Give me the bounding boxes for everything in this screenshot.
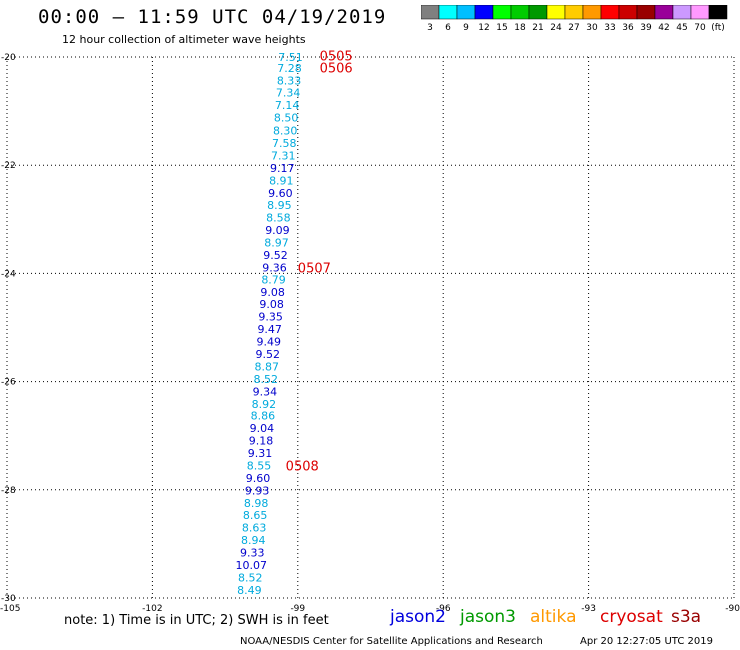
color-scale-label: 21 <box>532 23 543 33</box>
swh-data-point: 9.49 <box>256 336 281 349</box>
y-tick-label: -28 <box>1 486 16 496</box>
color-scale-label: 33 <box>604 23 615 33</box>
swh-data-point: 8.87 <box>255 360 280 373</box>
pass-time-label: 0505 <box>320 49 353 64</box>
swh-data-point: 9.04 <box>250 422 275 435</box>
swh-data-point: 9.60 <box>268 187 293 200</box>
swh-data-point: 9.52 <box>263 249 288 262</box>
satellite-legend-altika: altika <box>530 607 577 627</box>
x-tick-label: -90 <box>725 604 740 614</box>
swh-data-point: 7.51 <box>278 51 303 64</box>
swh-data-point: 9.36 <box>262 261 287 274</box>
swh-data-point: 8.55 <box>247 459 272 472</box>
swh-data-point: 8.79 <box>261 273 286 286</box>
color-scale-label: 39 <box>640 23 652 33</box>
swh-data-point: 8.30 <box>273 125 298 138</box>
swh-data-point: 9.47 <box>257 323 282 336</box>
color-scale-label: 36 <box>622 23 634 33</box>
swh-data-point: 9.17 <box>270 162 295 175</box>
swh-data-point: 8.63 <box>242 522 267 535</box>
color-scale-label: 45 <box>676 23 687 33</box>
swh-data-point: 8.52 <box>238 571 263 584</box>
color-scale-label: 70 <box>694 23 706 33</box>
pass-time-label: 0506 <box>320 61 353 76</box>
color-scale-label: (ft) <box>711 23 725 33</box>
color-scale-label: 9 <box>463 23 469 33</box>
satellite-legend-jason2: jason2 <box>390 607 446 627</box>
y-tick-label: -22 <box>1 161 16 171</box>
swh-data-point: 8.58 <box>266 212 291 225</box>
swh-data-point: 9.08 <box>260 286 285 299</box>
color-scale-label: 18 <box>514 23 526 33</box>
swh-data-point: 9.52 <box>256 348 281 361</box>
swh-data-point: 9.33 <box>240 547 265 560</box>
chart-title: 00:00 – 11:59 UTC 04/19/2019 <box>38 6 387 28</box>
swh-data-point: 9.09 <box>265 224 290 237</box>
y-tick-label: -26 <box>1 378 16 388</box>
swh-data-point: 7.58 <box>272 137 297 150</box>
swh-data-point: 7.14 <box>275 99 300 112</box>
swh-data-point: 8.52 <box>254 373 279 386</box>
pass-time-label: 0508 <box>286 459 319 474</box>
swh-data-point: 8.94 <box>241 534 266 547</box>
y-tick-label: -24 <box>1 269 16 279</box>
swh-data-point: 9.18 <box>249 435 274 448</box>
swh-data-point: 8.86 <box>251 410 276 423</box>
swh-data-point: 9.93 <box>245 484 270 497</box>
swh-data-point: 9.08 <box>259 298 284 311</box>
swh-data-point: 10.07 <box>236 559 268 572</box>
satellite-legend-s3a: s3a <box>671 607 702 627</box>
swh-data-point: 7.34 <box>276 87 301 100</box>
swh-data-point: 8.97 <box>264 237 289 250</box>
swh-data-point: 9.31 <box>248 447 273 460</box>
satellite-legend-jason3: jason3 <box>460 607 516 627</box>
color-scale-label: 6 <box>445 23 451 33</box>
y-tick-label: -20 <box>1 53 16 63</box>
color-scale-label: 27 <box>568 23 579 33</box>
color-swatch <box>708 5 728 20</box>
chart-subtitle: 12 hour collection of altimeter wave hei… <box>62 33 306 46</box>
pass-time-label: 0507 <box>298 261 331 276</box>
timestamp-text: Apr 20 12:27:05 UTC 2019 <box>580 636 713 647</box>
color-scale-legend: 3 6 9 12 15 18 21 24 27 30 33 36 39 42 45 70 (ft) <box>421 5 728 33</box>
swh-data-point: 8.33 <box>277 74 302 87</box>
x-tick-label: -105 <box>0 604 20 614</box>
color-scale-label: 24 <box>550 23 562 33</box>
color-scale-label: 30 <box>586 23 598 33</box>
swh-data-point: 9.60 <box>246 472 271 485</box>
swh-data-point: 8.92 <box>252 398 277 411</box>
swh-data-point: 7.31 <box>271 149 296 162</box>
color-scale-label: 3 <box>427 23 433 33</box>
x-tick-label: -102 <box>142 604 162 614</box>
x-tick-label: -96 <box>436 604 451 614</box>
color-scale-label: 15 <box>496 23 507 33</box>
swh-data-point: 9.35 <box>258 311 283 324</box>
color-scale-label: 12 <box>478 23 489 33</box>
swh-data-point: 8.49 <box>237 584 262 597</box>
swh-data-point: 8.91 <box>269 174 294 187</box>
swh-data-point: 8.95 <box>267 199 292 212</box>
x-tick-label: -99 <box>290 604 305 614</box>
note-text: note: 1) Time is in UTC; 2) SWH is in fe… <box>64 613 329 628</box>
x-tick-label: -93 <box>581 604 596 614</box>
swh-data-point: 8.98 <box>244 497 269 510</box>
swh-data-point: 9.34 <box>253 385 278 398</box>
swh-data-point: 8.50 <box>274 112 299 125</box>
swh-data-point: 8.65 <box>243 509 268 522</box>
y-tick-label: -30 <box>1 594 16 604</box>
satellite-legend-cryosat: cryosat <box>600 607 663 627</box>
swh-data-point: 7.28 <box>277 62 302 75</box>
color-scale-label: 42 <box>658 23 669 33</box>
credit-text: NOAA/NESDIS Center for Satellite Applica… <box>240 636 543 647</box>
